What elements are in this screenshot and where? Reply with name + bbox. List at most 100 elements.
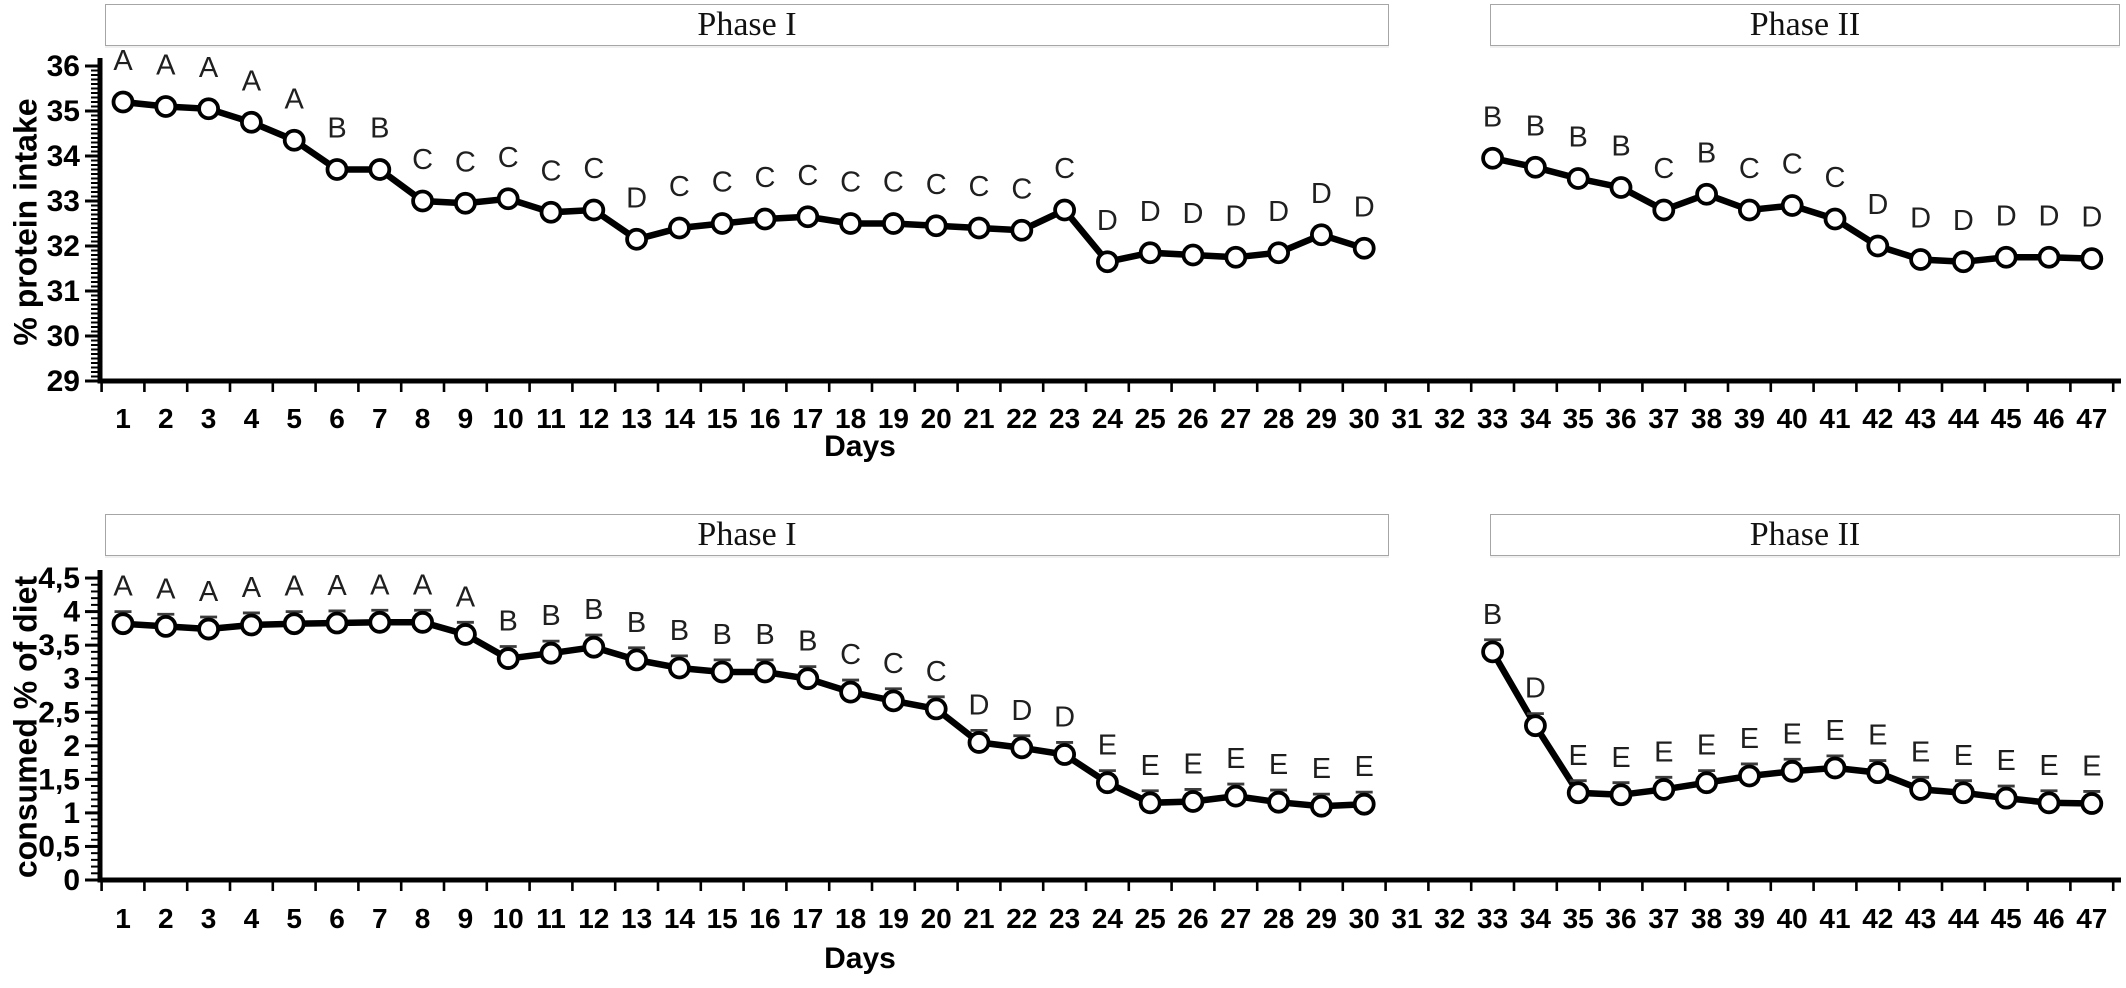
- x-tick-label: 45: [1991, 903, 2022, 934]
- significance-letter: E: [1141, 750, 1160, 782]
- chart-diet-consumed: 00,511,522,533,544,51 2 3 4 5 6 7 8 9 10 11 12 13 14 1…: [38, 562, 2121, 934]
- data-point-marker: [154, 95, 178, 118]
- data-point-marker: [1994, 245, 2018, 269]
- x-tick-label: 16: [749, 403, 780, 434]
- significance-letter: E: [1312, 753, 1331, 785]
- x-tick-label: 10: [493, 903, 524, 934]
- data-point-marker: [1866, 234, 1890, 258]
- data-point-marker: [282, 128, 306, 152]
- x-tick-label: 28: [1263, 903, 1294, 934]
- significance-letter: A: [242, 572, 262, 604]
- data-point-marker: [368, 610, 392, 634]
- data-point-marker: [154, 614, 178, 638]
- x-tick-label: 22: [1006, 903, 1037, 934]
- x-tick-label: 45: [1991, 403, 2022, 434]
- significance-letter: C: [883, 648, 904, 680]
- significance-letter: D: [1097, 205, 1118, 237]
- data-point-marker: [111, 612, 135, 636]
- significance-letter: E: [1997, 745, 2016, 777]
- significance-letter: E: [1226, 743, 1245, 775]
- significance-letter: C: [755, 162, 776, 194]
- data-point-marker: [2037, 245, 2061, 269]
- x-tick-label: 19: [878, 403, 909, 434]
- significance-letter: B: [1483, 599, 1502, 631]
- y-tick-label: 34: [47, 140, 81, 173]
- x-tick-label: 24: [1092, 403, 1124, 434]
- x-tick-label: 12: [578, 403, 609, 434]
- y-tick-label: 35: [47, 95, 80, 128]
- significance-letter: E: [1911, 736, 1930, 768]
- data-point-marker: [1780, 194, 1804, 217]
- x-tick-label: 32: [1434, 903, 1465, 934]
- x-tick-label: 46: [2033, 903, 2064, 934]
- x-tick-label: 34: [1520, 403, 1552, 434]
- data-point-marker: [710, 660, 734, 684]
- data-point-marker: [1096, 250, 1119, 274]
- significance-letter: A: [327, 570, 347, 602]
- y-tick-label: 4,5: [38, 562, 80, 595]
- data-point-marker: [1909, 778, 1932, 801]
- data-point-marker: [882, 689, 905, 713]
- significance-letter: C: [455, 146, 476, 178]
- data-point-marker: [1780, 759, 1804, 783]
- significance-letter: E: [1783, 718, 1802, 750]
- significance-letter: A: [156, 50, 176, 82]
- data-point-marker: [1352, 236, 1376, 260]
- data-point-marker: [2080, 792, 2104, 815]
- significance-letter: C: [883, 167, 904, 199]
- x-tick-label: 6: [329, 403, 345, 434]
- data-point-marker: [1224, 784, 1248, 808]
- significance-letter: E: [1740, 723, 1759, 755]
- significance-letter: A: [113, 571, 133, 603]
- x-tick-label: 21: [963, 403, 994, 434]
- x-tick-label: 43: [1905, 903, 1936, 934]
- data-point-marker: [796, 205, 820, 229]
- x-tick-label: 34: [1520, 903, 1552, 934]
- significance-letter: A: [113, 45, 133, 77]
- data-point-marker: [325, 158, 349, 181]
- x-tick-label: 21: [963, 903, 994, 934]
- x-tick-label: 29: [1306, 403, 1337, 434]
- significance-letter: C: [412, 144, 433, 176]
- data-point-marker: [582, 635, 606, 659]
- x-tick-label: 25: [1135, 903, 1166, 934]
- y-tick-label: 1,5: [38, 763, 80, 796]
- significance-letter: C: [840, 167, 861, 199]
- x-tick-label: 47: [2076, 903, 2107, 934]
- x-tick-label: 42: [1862, 403, 1893, 434]
- x-tick-label: 16: [749, 903, 780, 934]
- data-point-marker: [1695, 182, 1718, 206]
- y-tick-label: 30: [47, 320, 80, 353]
- y-tick-label: 2,5: [38, 696, 80, 729]
- significance-letter: D: [626, 182, 647, 214]
- x-tick-label: 7: [372, 903, 388, 934]
- significance-letter: C: [1054, 153, 1075, 185]
- data-point-marker: [625, 227, 648, 251]
- significance-letter: D: [1183, 198, 1204, 230]
- significance-letter: E: [1697, 730, 1716, 762]
- y-tick-label: 3: [63, 663, 80, 696]
- data-point-marker: [1352, 792, 1376, 816]
- x-tick-label: 26: [1177, 403, 1208, 434]
- data-point-marker: [1053, 743, 1076, 766]
- data-point-marker: [1224, 245, 1248, 269]
- data-point-marker: [197, 97, 221, 121]
- significance-letter: E: [1355, 751, 1374, 783]
- data-point-marker: [325, 611, 349, 635]
- significance-letter: A: [242, 65, 262, 97]
- data-point-marker: [368, 158, 392, 181]
- x-tick-label: 10: [493, 403, 524, 434]
- data-point-marker: [882, 212, 905, 235]
- x-tick-label: 17: [792, 903, 823, 934]
- x-tick-label: 6: [329, 903, 345, 934]
- x-tick-label: 18: [835, 903, 866, 934]
- significance-letter: C: [926, 169, 947, 201]
- significance-letter: D: [1953, 205, 1974, 237]
- data-point-marker: [1609, 783, 1633, 807]
- x-tick-label: 5: [286, 903, 302, 934]
- x-tick-label: 44: [1948, 903, 1980, 934]
- data-point-marker: [1738, 198, 1761, 222]
- data-point-marker: [1481, 640, 1504, 664]
